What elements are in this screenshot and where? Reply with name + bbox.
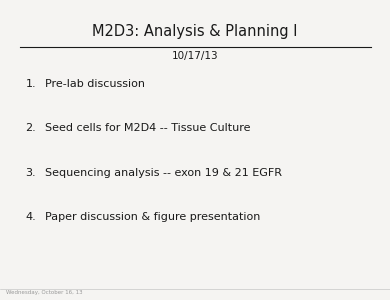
- Text: 10/17/13: 10/17/13: [172, 50, 218, 61]
- Text: Sequencing analysis -- exon 19 & 21 EGFR: Sequencing analysis -- exon 19 & 21 EGFR: [45, 168, 282, 178]
- Text: Paper discussion & figure presentation: Paper discussion & figure presentation: [45, 212, 260, 222]
- Text: Pre-lab discussion: Pre-lab discussion: [45, 79, 145, 89]
- Text: 1.: 1.: [25, 79, 36, 89]
- Text: Seed cells for M2D4 -- Tissue Culture: Seed cells for M2D4 -- Tissue Culture: [45, 123, 250, 134]
- Text: 3.: 3.: [25, 168, 36, 178]
- Text: M2D3: Analysis & Planning I: M2D3: Analysis & Planning I: [92, 24, 298, 39]
- Text: 4.: 4.: [25, 212, 36, 222]
- Text: Wednesday, October 16, 13: Wednesday, October 16, 13: [6, 290, 82, 295]
- Text: 2.: 2.: [25, 123, 36, 134]
